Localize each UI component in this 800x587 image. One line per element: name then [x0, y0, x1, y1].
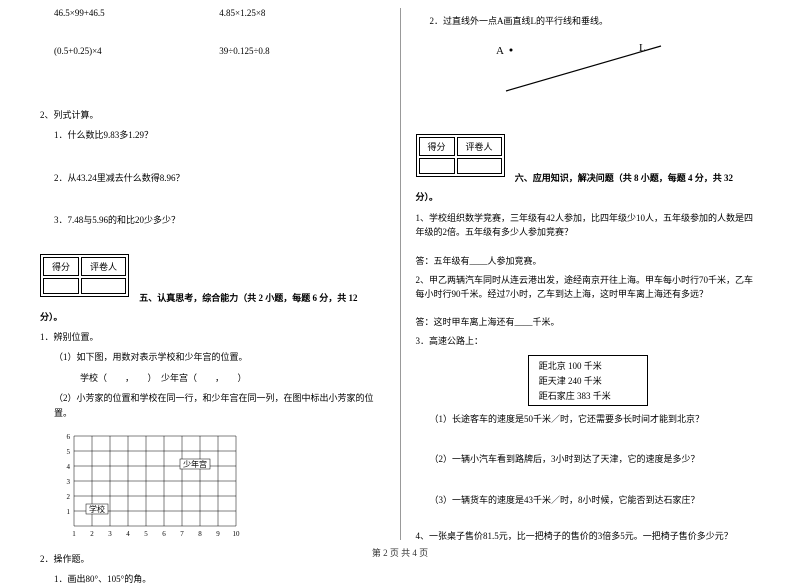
- expr-1b: 4.85×1.25×8: [219, 8, 384, 18]
- dist-beijing: 距北京 100 千米: [529, 358, 647, 373]
- problem-1-2: （2）小芳家的位置和学校在同一行，和少年宫在同一列，在图中标出小芳家的位置。: [40, 391, 385, 420]
- grader-label: 评卷人: [81, 257, 126, 276]
- section-5-title: 五、认真思考，综合能力（共 2 小题，每题 6 分，共 12: [139, 293, 357, 303]
- expr-2a: (0.5+0.25)×4: [54, 46, 219, 56]
- svg-text:3: 3: [108, 530, 112, 538]
- right-column: 2．过直线外一点A画直线L的平行线和垂线。 A L 得分 评卷人 六、应用知识，…: [406, 8, 771, 540]
- coordinate-grid: 少年宫 学校 1 2 3 4 5 6 7 8 9 10 1 2 3 4 5 6: [54, 426, 254, 546]
- q2-heading: 2、列式计算。: [40, 108, 385, 122]
- section-5-tail: 分）。: [40, 310, 385, 324]
- q2-2: 2．从43.24里减去什么数得8.96？: [40, 171, 385, 185]
- expression-row-1: 46.5×99+46.5 4.85×1.25×8: [40, 8, 385, 18]
- q6-2-answer: 答：这时甲车离上海还有____千米。: [416, 315, 761, 328]
- dist-tianjin: 距天津 240 千米: [529, 373, 647, 388]
- q6-3-2: （2）一辆小汽车看到路牌后，3小时到达了天津，它的速度是多少？: [416, 452, 761, 466]
- grader-label: 评卷人: [457, 137, 502, 156]
- q6-4: 4、一张桌子售价81.5元，比一把椅子的售价的3倍多5元。一把椅子售价多少元？: [416, 529, 761, 543]
- svg-text:1: 1: [67, 508, 71, 516]
- q6-1: 1、学校组织数学竞赛，三年级有42人参加，比四年级少10人，五年级参加的人数是四…: [416, 211, 761, 240]
- svg-text:4: 4: [126, 530, 130, 538]
- line-diagram: A L: [466, 36, 761, 98]
- column-divider: [400, 8, 401, 540]
- problem-2-2: 2．过直线外一点A画直线L的平行线和垂线。: [416, 14, 761, 28]
- grid-svg: 少年宫 学校 1 2 3 4 5 6 7 8 9 10 1 2 3 4 5 6: [54, 426, 254, 546]
- dist-shijiazhuang: 距石家庄 383 千米: [529, 388, 647, 403]
- problem-1-1: （1）如下图，用数对表示学校和少年宫的位置。: [40, 350, 385, 364]
- section-6-tail: 分）。: [416, 190, 761, 204]
- svg-text:5: 5: [144, 530, 148, 538]
- q6-3-3: （3）一辆货车的速度是43千米／时，8小时候，它能否到达石家庄？: [416, 493, 761, 507]
- svg-text:7: 7: [180, 530, 184, 538]
- svg-text:10: 10: [233, 530, 241, 538]
- svg-text:1: 1: [72, 530, 76, 538]
- q2-1: 1．什么数比9.83多1.29？: [40, 128, 385, 142]
- svg-text:6: 6: [162, 530, 166, 538]
- left-column: 46.5×99+46.5 4.85×1.25×8 (0.5+0.25)×4 39…: [30, 8, 395, 540]
- svg-text:3: 3: [67, 478, 71, 486]
- expr-1a: 46.5×99+46.5: [54, 8, 219, 18]
- svg-text:9: 9: [216, 530, 220, 538]
- q6-3-1: （1）长途客车的速度是50千米／时，它还需要多长时间才能到北京？: [416, 412, 761, 426]
- svg-text:4: 4: [67, 463, 71, 471]
- page-footer: 第 2 页 共 4 页: [0, 546, 800, 559]
- q6-1-answer: 答：五年级有____人参加竞赛。: [416, 254, 761, 267]
- problem-1-school: 学校（ ， ） 少年宫（ ， ）: [40, 371, 385, 385]
- grid-label-youth: 少年宫: [183, 459, 207, 469]
- point-a-label: A: [496, 45, 504, 57]
- distance-sign: 距北京 100 千米 距天津 240 千米 距石家庄 383 千米: [528, 355, 648, 406]
- svg-text:5: 5: [67, 448, 71, 456]
- grid-label-school: 学校: [89, 504, 105, 514]
- problem-1-head: 1．辨别位置。: [40, 330, 385, 344]
- problem-2-1: 1．画出80°、105°的角。: [40, 572, 385, 586]
- q6-2: 2、甲乙两辆汽车同时从连云港出发，途经南京开往上海。甲车每小时行70千米，乙车每…: [416, 273, 761, 302]
- score-box-5: 得分 评卷人: [40, 254, 129, 297]
- svg-text:8: 8: [198, 530, 202, 538]
- svg-text:2: 2: [90, 530, 94, 538]
- expression-row-2: (0.5+0.25)×4 39÷0.125÷0.8: [40, 46, 385, 56]
- svg-text:6: 6: [67, 433, 71, 441]
- section-6-title: 六、应用知识，解决问题（共 8 小题，每题 4 分，共 32: [515, 173, 733, 183]
- expr-2b: 39÷0.125÷0.8: [219, 46, 384, 56]
- svg-text:2: 2: [67, 493, 71, 501]
- q2-3: 3．7.48与5.96的和比20少多少？: [40, 213, 385, 227]
- q6-3: 3．高速公路上：: [416, 334, 761, 348]
- score-label: 得分: [419, 137, 455, 156]
- score-label: 得分: [43, 257, 79, 276]
- score-box-6: 得分 评卷人: [416, 134, 505, 177]
